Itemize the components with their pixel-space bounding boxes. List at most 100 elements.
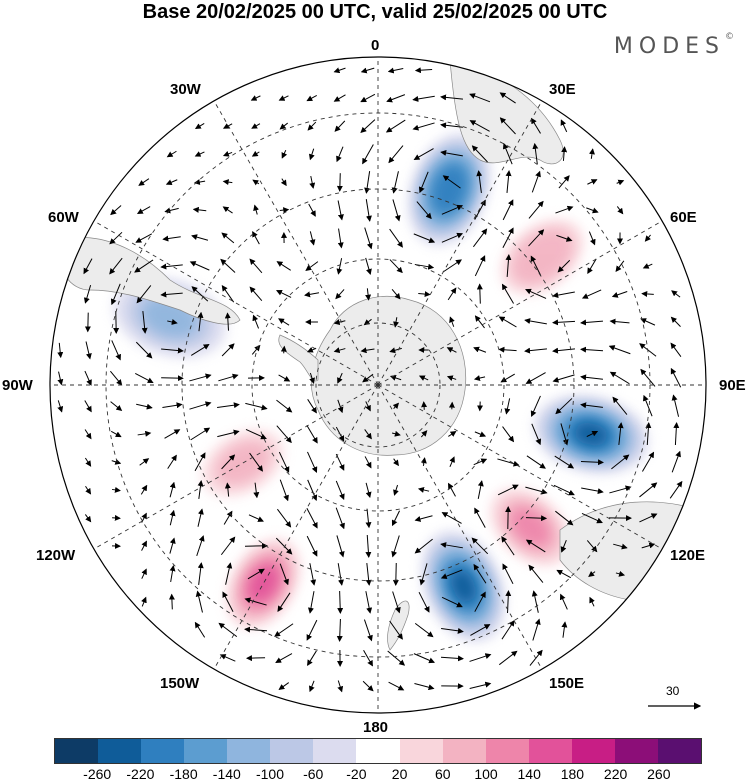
wind-vector-arrow	[502, 563, 514, 585]
wind-vector-arrow	[222, 150, 233, 157]
wind-vector-arrow	[469, 653, 492, 662]
map-boundary	[49, 56, 707, 714]
wind-vector-arrow	[639, 482, 658, 498]
wind-vector-arrow	[337, 563, 344, 586]
wind-vector-arrow	[392, 562, 399, 586]
wind-vector-arrow	[608, 345, 631, 355]
wind-vector-arrow	[555, 510, 574, 526]
wind-vector-arrow	[252, 314, 260, 329]
wind-vector-arrow	[134, 259, 154, 273]
wind-vector-arrow	[306, 508, 318, 529]
colorbar-tick-label: -140	[212, 766, 241, 782]
wind-vector-arrow	[616, 179, 625, 186]
wind-vector-arrow	[278, 318, 290, 326]
wind-vector-arrow	[136, 206, 151, 214]
colorbar-swatch	[98, 739, 142, 763]
wind-vector-arrow	[110, 430, 122, 438]
wind-vector-arrow	[420, 430, 428, 438]
wind-vector-arrow	[586, 540, 598, 553]
lon-label-120e: 120E	[670, 547, 706, 564]
wind-vector-arrow	[532, 142, 539, 165]
wind-vector-arrow	[385, 119, 406, 133]
wind-vector-arrow	[588, 231, 596, 246]
wind-vector-arrow	[389, 259, 403, 274]
wind-vector-arrow	[418, 375, 429, 381]
wind-vector-arrow	[501, 536, 515, 556]
wind-vector-arrow	[335, 453, 345, 471]
wind-vector-arrow	[440, 569, 463, 579]
meridian-line	[213, 100, 379, 386]
wind-vector-arrow	[421, 401, 428, 410]
wind-vector-arrow	[164, 429, 181, 439]
wind-vector-arrow	[278, 95, 289, 101]
wind-vector-arrow	[640, 318, 656, 326]
wind-vector-arrow	[224, 482, 231, 497]
wind-vector-arrow	[194, 452, 206, 472]
wind-vector-arrow	[219, 654, 236, 662]
wind-vector-arrow	[560, 539, 567, 553]
anomaly-contour	[256, 196, 344, 304]
wind-vector-arrow	[391, 535, 400, 558]
wind-vector-arrow	[279, 563, 289, 586]
wind-vector-arrow	[335, 289, 345, 300]
anomaly-contour	[510, 507, 551, 547]
wind-vector-arrow	[670, 342, 682, 357]
wind-vector-arrow	[194, 123, 205, 130]
wind-vector-arrow	[498, 316, 517, 328]
wind-vector-arrow	[392, 402, 400, 410]
wind-vector-arrow	[141, 311, 148, 334]
wind-vector-arrow	[307, 591, 315, 614]
wind-vectors	[57, 67, 683, 693]
wind-vector-arrow	[307, 399, 317, 414]
wind-vector-arrow	[472, 228, 488, 248]
wind-vector-arrow	[613, 543, 628, 550]
wind-vector-arrow	[589, 596, 595, 607]
wind-vector-arrow	[276, 399, 293, 413]
wind-vector-arrow	[364, 456, 372, 469]
wind-vector-arrow	[244, 597, 267, 606]
wind-vector-arrow	[333, 319, 346, 326]
wind-vector-arrow	[275, 537, 293, 555]
wind-vector-arrow	[250, 95, 261, 101]
wind-vector-arrow	[221, 285, 235, 303]
wind-vector-arrow	[612, 396, 628, 415]
wind-vector-arrow	[580, 346, 604, 353]
wind-vector-arrow	[337, 590, 344, 614]
wind-vector-arrow	[418, 591, 430, 613]
wind-vector-arrow	[474, 315, 485, 329]
wind-vector-arrow	[504, 398, 511, 415]
meridian-line	[377, 220, 663, 386]
wind-vector-arrow	[57, 371, 64, 386]
wind-vector-arrow	[389, 347, 402, 354]
wind-vector-arrow	[109, 231, 123, 245]
wind-vector-arrow	[136, 285, 152, 304]
wind-vector-arrow	[333, 94, 346, 102]
wind-vector-arrow	[221, 454, 236, 470]
wind-vector-arrow	[473, 346, 487, 353]
wind-vector-arrow	[669, 480, 683, 499]
wind-vector-arrow	[391, 288, 401, 300]
wind-vector-arrow	[276, 261, 291, 271]
wind-vector-arrow	[387, 67, 404, 74]
wind-vector-arrow	[252, 179, 260, 186]
colorbar-swatch	[313, 739, 357, 763]
wind-vector-arrow	[360, 93, 376, 103]
wind-vector-arrow	[440, 150, 463, 157]
wind-vector-arrow	[640, 368, 656, 387]
wind-vector-arrow	[84, 514, 92, 523]
wind-vector-arrow	[222, 179, 233, 186]
wind-vector-arrow	[645, 422, 652, 446]
meridian-line	[213, 384, 379, 670]
wind-vector-arrow	[528, 564, 544, 583]
wind-vector-arrow	[189, 261, 210, 271]
wind-vector-arrow	[473, 458, 488, 466]
wind-vector-arrow	[138, 178, 150, 186]
wind-vector-arrow	[337, 399, 344, 414]
anomaly-contour	[431, 165, 467, 214]
anomaly-contour	[511, 228, 573, 285]
wind-vector-arrow	[136, 403, 153, 410]
colorbar-swatch	[442, 739, 486, 763]
wind-vector-arrow	[441, 512, 462, 524]
wind-vector-arrow	[141, 568, 147, 579]
wind-vector-arrow	[251, 150, 260, 157]
